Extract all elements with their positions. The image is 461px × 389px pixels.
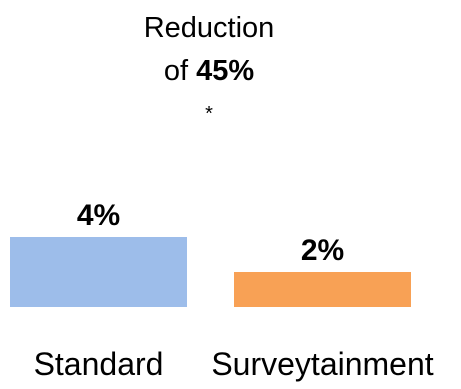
category-label-surveytainment: Surveytainment [211,346,433,382]
bars-group [10,237,411,307]
reduction-annotation: Reduction of 45% * [144,12,275,125]
annotation-prefix: of [164,55,196,87]
bar-value-label-standard: 4% [77,199,120,232]
annotation-percentage-text: of 45% [164,55,255,87]
significance-marker: * [205,103,213,125]
bar-standard [10,237,187,307]
bar-value-label-surveytainment: 2% [301,234,344,267]
category-label-standard: Standard [34,346,164,382]
bar-surveytainment [234,272,411,307]
bar-value-labels: 4% 2% [77,199,344,267]
annotation-reduction-text: Reduction [144,12,275,44]
annotation-value: 45% [196,55,254,87]
category-labels: Standard Surveytainment [34,346,434,382]
